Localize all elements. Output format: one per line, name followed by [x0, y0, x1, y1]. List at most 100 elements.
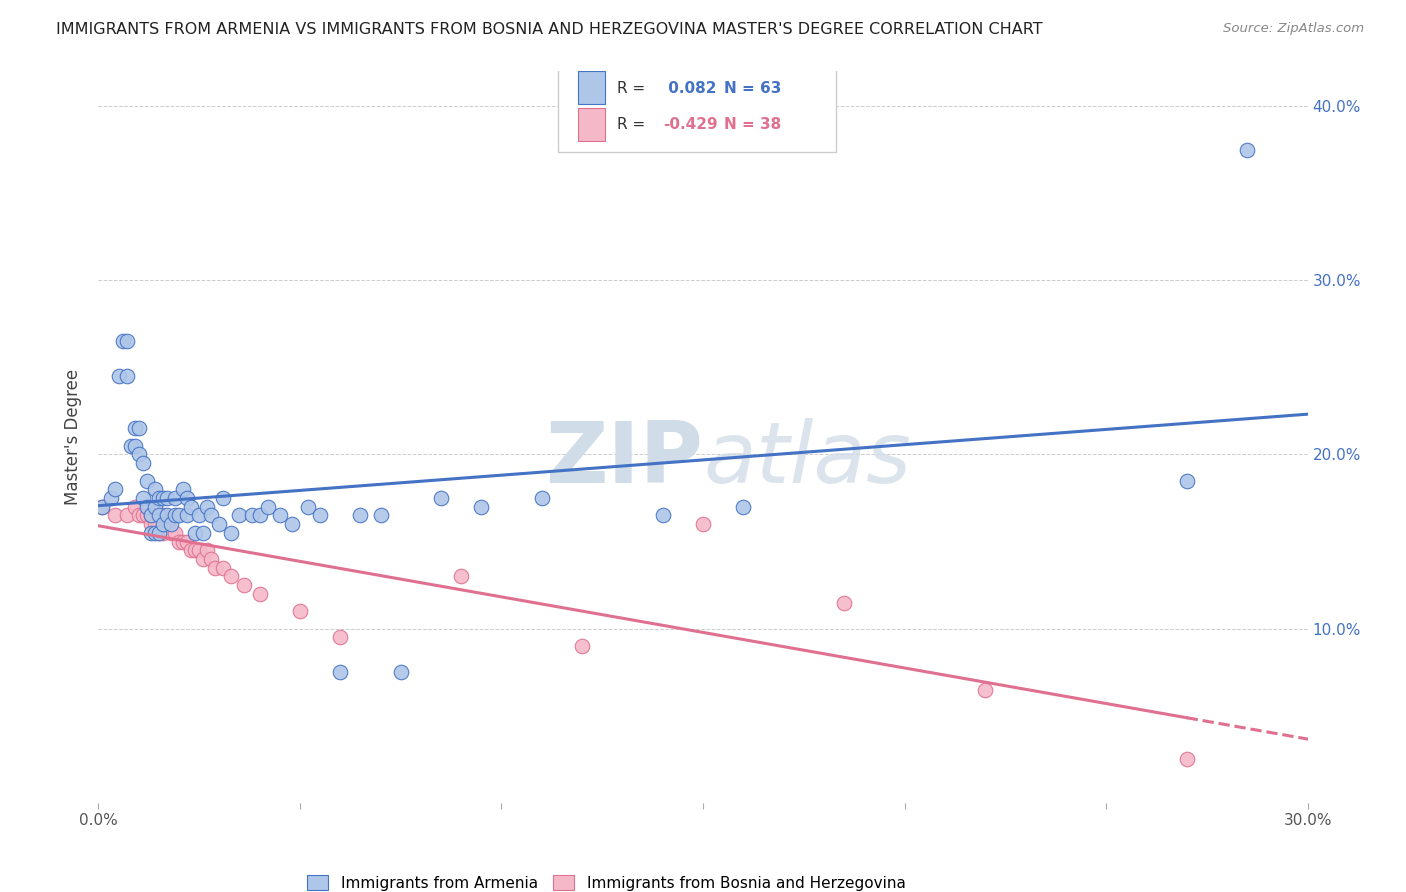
- Point: [172, 534, 194, 549]
- Point: [132, 508, 155, 523]
- Point: [156, 508, 179, 523]
- Point: [208, 517, 231, 532]
- Point: [370, 508, 392, 523]
- Point: [143, 517, 166, 532]
- FancyBboxPatch shape: [578, 108, 605, 141]
- Text: R =: R =: [617, 80, 650, 95]
- Point: [143, 500, 166, 514]
- Point: [249, 508, 271, 523]
- Point: [297, 500, 319, 514]
- Point: [228, 508, 250, 523]
- Point: [329, 631, 352, 645]
- Point: [128, 448, 150, 462]
- Point: [152, 517, 174, 532]
- Point: [163, 491, 186, 505]
- Point: [184, 543, 207, 558]
- Point: [195, 543, 218, 558]
- Point: [124, 421, 146, 435]
- Text: -0.429: -0.429: [664, 117, 717, 132]
- Point: [148, 525, 170, 540]
- Point: [167, 508, 190, 523]
- Point: [692, 517, 714, 532]
- Text: N = 38: N = 38: [724, 117, 780, 132]
- Point: [195, 500, 218, 514]
- Point: [156, 517, 179, 532]
- Point: [530, 491, 553, 505]
- Text: atlas: atlas: [703, 417, 911, 500]
- Point: [139, 525, 162, 540]
- Point: [200, 508, 222, 523]
- Text: Source: ZipAtlas.com: Source: ZipAtlas.com: [1223, 22, 1364, 36]
- Text: IMMIGRANTS FROM ARMENIA VS IMMIGRANTS FROM BOSNIA AND HERZEGOVINA MASTER'S DEGRE: IMMIGRANTS FROM ARMENIA VS IMMIGRANTS FR…: [56, 22, 1043, 37]
- Point: [269, 508, 291, 523]
- Text: 0.082: 0.082: [664, 80, 717, 95]
- Point: [240, 508, 263, 523]
- Point: [184, 525, 207, 540]
- Point: [124, 439, 146, 453]
- Point: [163, 508, 186, 523]
- Point: [135, 500, 157, 514]
- Point: [143, 483, 166, 497]
- Point: [389, 665, 412, 680]
- Point: [349, 508, 371, 523]
- Point: [115, 369, 138, 384]
- Point: [163, 525, 186, 540]
- Point: [329, 665, 352, 680]
- Point: [160, 525, 183, 540]
- Point: [188, 543, 211, 558]
- Point: [212, 491, 235, 505]
- Point: [204, 560, 226, 574]
- Point: [135, 508, 157, 523]
- Point: [193, 552, 215, 566]
- Point: [115, 334, 138, 349]
- Point: [176, 508, 198, 523]
- Point: [180, 500, 202, 514]
- Point: [128, 421, 150, 435]
- Point: [152, 491, 174, 505]
- FancyBboxPatch shape: [558, 61, 837, 152]
- Point: [143, 525, 166, 540]
- Y-axis label: Master's Degree: Master's Degree: [65, 369, 83, 505]
- Point: [571, 639, 593, 653]
- Point: [115, 508, 138, 523]
- Text: N = 63: N = 63: [724, 80, 780, 95]
- Text: R =: R =: [617, 117, 650, 132]
- Point: [135, 474, 157, 488]
- Point: [176, 491, 198, 505]
- Point: [1175, 752, 1198, 766]
- Point: [232, 578, 254, 592]
- Point: [124, 500, 146, 514]
- Point: [1236, 143, 1258, 157]
- Point: [974, 682, 997, 697]
- Point: [148, 525, 170, 540]
- Point: [120, 439, 142, 453]
- Point: [103, 483, 125, 497]
- Point: [139, 517, 162, 532]
- Point: [430, 491, 453, 505]
- Point: [188, 508, 211, 523]
- Point: [167, 534, 190, 549]
- Point: [156, 491, 179, 505]
- Point: [107, 369, 129, 384]
- Point: [132, 491, 155, 505]
- Point: [152, 525, 174, 540]
- Point: [128, 508, 150, 523]
- Point: [212, 560, 235, 574]
- Point: [103, 508, 125, 523]
- Point: [139, 508, 162, 523]
- Point: [651, 508, 673, 523]
- Point: [91, 500, 114, 514]
- Point: [132, 456, 155, 470]
- Point: [148, 508, 170, 523]
- Point: [450, 569, 472, 583]
- Point: [91, 500, 114, 514]
- Point: [221, 525, 243, 540]
- FancyBboxPatch shape: [578, 71, 605, 104]
- Point: [256, 500, 278, 514]
- Point: [111, 334, 134, 349]
- Point: [288, 604, 311, 618]
- Point: [281, 517, 304, 532]
- Point: [160, 517, 183, 532]
- Point: [139, 508, 162, 523]
- Point: [200, 552, 222, 566]
